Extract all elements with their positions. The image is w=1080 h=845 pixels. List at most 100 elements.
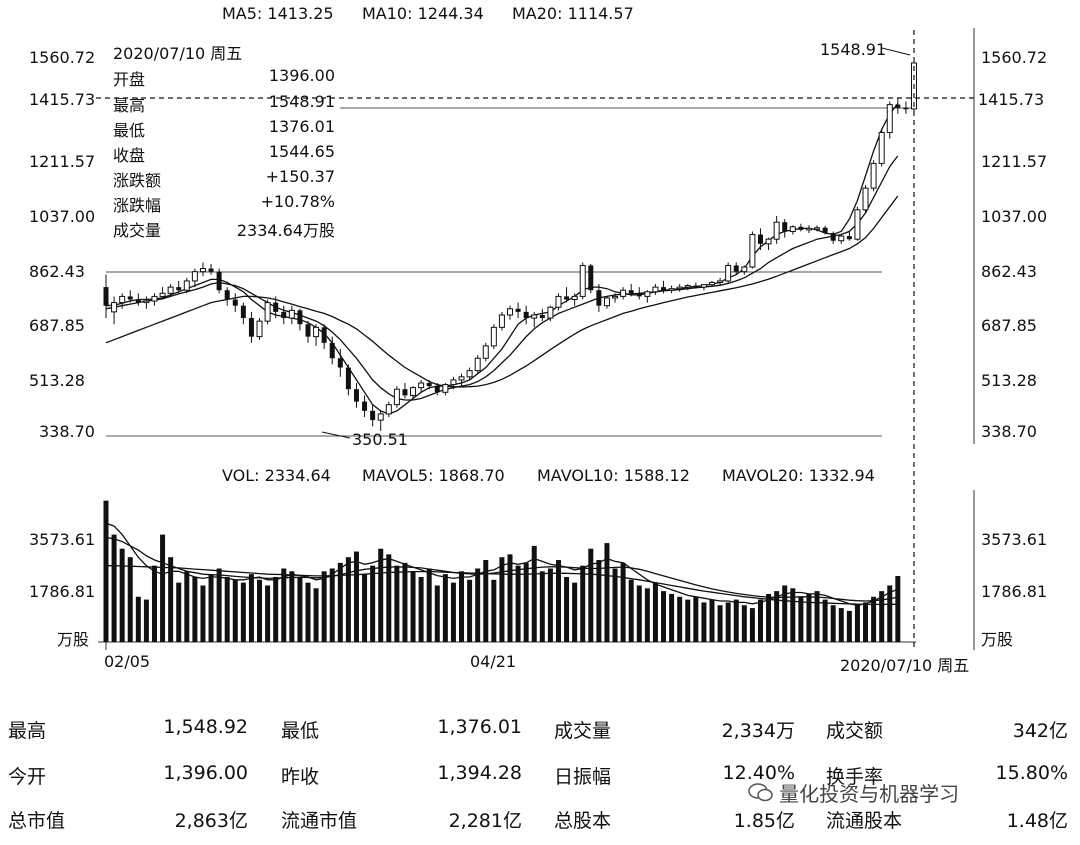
volume-bar [232, 579, 238, 642]
vol-unit-right: 万股 [981, 630, 1014, 649]
candle-down [846, 236, 852, 240]
volume-bar [248, 574, 254, 642]
volume-bar [531, 545, 537, 642]
candle-up [547, 306, 554, 319]
volume-bar [677, 596, 683, 642]
candle-down [782, 222, 788, 232]
volume-bar [580, 565, 586, 642]
price-tick-left: 687.85 [29, 316, 85, 335]
volume-bar [434, 585, 440, 642]
candle-up [765, 238, 772, 245]
candle-down [232, 299, 238, 306]
volume-bar [426, 568, 432, 642]
volume-bar [709, 599, 715, 642]
candle-up [482, 345, 489, 359]
volume-bar [652, 582, 658, 642]
volume-bar [790, 588, 796, 642]
volume-bar [240, 582, 246, 642]
crosshair-price-right: 1415.73 [978, 90, 1045, 109]
mavol20-label: MAVOL20: 1332.94 [722, 466, 875, 485]
candle-up [256, 320, 263, 338]
candle-up [878, 131, 885, 164]
high-annotation: 1548.91 [820, 40, 887, 59]
volume-bar [572, 582, 578, 642]
watermark: 量化投资与机器学习 [748, 778, 959, 807]
stat-label: 成交量 [554, 720, 612, 742]
candle-down [426, 383, 432, 387]
volume-bar [394, 565, 400, 642]
volume-bar [103, 500, 109, 642]
candle-down [822, 227, 828, 233]
stat-value: 1,376.01 [437, 716, 522, 738]
volume-bar [289, 571, 295, 642]
info-label-low: 最低 [113, 121, 146, 140]
volume-bar [830, 605, 836, 642]
volume-bar [782, 585, 788, 642]
candle-down [434, 386, 440, 393]
volume-bar [798, 596, 804, 642]
candle-up [620, 289, 627, 297]
volume-bar [523, 562, 529, 642]
volume-bar [418, 576, 424, 642]
candle-down [216, 271, 222, 291]
date-tick-start: 02/05 [104, 652, 151, 671]
candle-down [733, 265, 739, 272]
stat-label: 最低 [281, 720, 320, 742]
volume-bar [854, 605, 860, 642]
volume-bar [846, 610, 852, 642]
candle-up [183, 280, 190, 291]
info-value-high: 1548.91 [268, 92, 335, 111]
stock-chart [96, 28, 976, 650]
candle-up [668, 288, 675, 291]
candle-up [870, 162, 877, 189]
volume-bar [555, 560, 561, 642]
stat-value: 1.85亿 [733, 810, 795, 832]
info-date: 2020/07/10 周五 [113, 44, 243, 63]
volume-bar [337, 562, 343, 642]
info-label-close: 收盘 [113, 146, 146, 165]
volume-bar [329, 568, 335, 642]
volume-bar [757, 599, 763, 642]
candle-down [305, 324, 311, 337]
vol-tick-left: 1786.81 [29, 582, 96, 601]
mavol5-line [105, 522, 899, 606]
volume-bar [450, 582, 456, 642]
candle-up [458, 376, 465, 381]
volume-bar [176, 582, 182, 642]
volume-bar [378, 548, 384, 642]
volume-bar [693, 596, 699, 642]
candle-down [224, 290, 230, 300]
vol-tick-right: 1786.81 [981, 582, 1048, 601]
stat-label: 流通市值 [281, 810, 358, 832]
candle-down [240, 305, 246, 319]
candle-up [741, 266, 748, 273]
candle-up [612, 295, 619, 299]
candle-down [297, 310, 303, 325]
volume-bar [871, 596, 877, 642]
candle-up [571, 295, 578, 300]
volume-bar [151, 565, 157, 642]
price-tick-left: 338.70 [39, 422, 95, 441]
stat-label: 总市值 [8, 810, 66, 832]
volume-bar [111, 534, 117, 642]
candle-up [167, 286, 174, 294]
candle-down [329, 342, 335, 359]
candle-up [119, 295, 126, 304]
price-tick-left: 862.43 [29, 262, 85, 281]
volume-bar [741, 605, 747, 642]
info-value-open: 1396.00 [268, 66, 335, 85]
candle-down [523, 311, 529, 319]
low-leader [321, 431, 351, 439]
mavol5-label: MAVOL5: 1868.70 [362, 466, 505, 485]
stat-label: 成交额 [826, 720, 884, 742]
candle-up [644, 291, 651, 297]
volume-bar [362, 574, 368, 642]
candle-down [628, 290, 634, 294]
volume-bar [475, 568, 481, 642]
volume-bar [685, 599, 691, 642]
candle-down [103, 287, 109, 306]
volume-bar [386, 554, 392, 642]
info-value-close: 1544.65 [268, 142, 335, 161]
volume-bar [588, 548, 594, 642]
price-tick-right: 1037.00 [981, 207, 1048, 226]
